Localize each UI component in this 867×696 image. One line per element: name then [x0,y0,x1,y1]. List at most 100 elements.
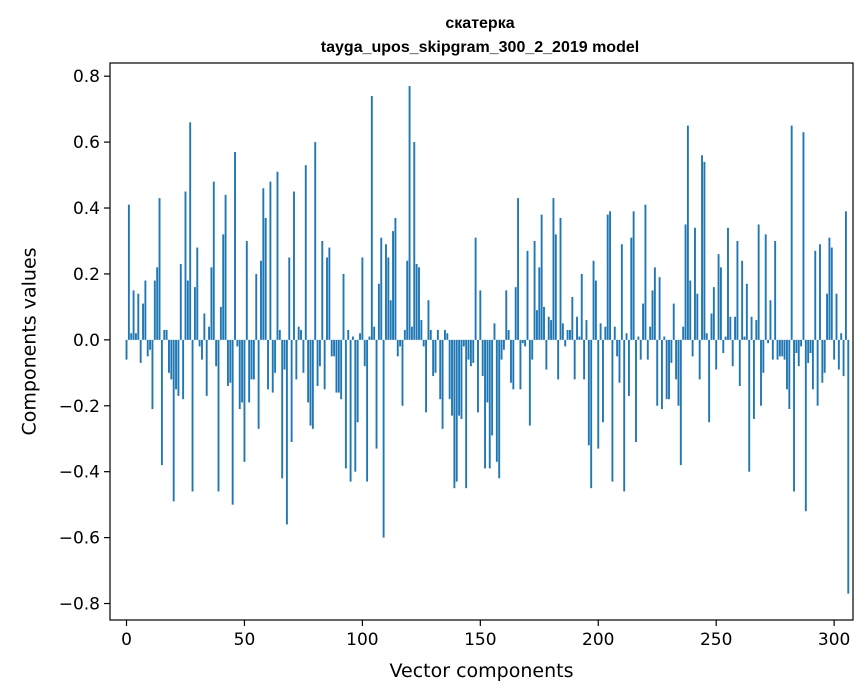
bar-component-189 [571,297,574,340]
bar-component-157 [495,339,498,462]
bar-component-9 [146,339,149,357]
chart-title: скатерка [445,15,514,32]
bar-component-161 [505,290,508,340]
bar-component-12 [153,280,156,340]
bar-component-209 [618,339,621,383]
bar-component-215 [632,211,635,340]
bar-component-55 [255,273,258,340]
bar-component-46 [234,151,236,340]
bar-component-190 [573,339,576,380]
bar-component-122 [413,142,416,340]
bar-component-211 [623,339,626,492]
bar-component-22 [177,339,180,396]
bar-component-81 [316,339,319,386]
bar-component-108 [380,237,383,340]
bar-component-197 [590,339,593,489]
bar-component-294 [819,244,821,340]
bar-component-43 [226,339,229,386]
bar-component-105 [373,326,376,340]
bar-component-80 [314,142,317,340]
bar-component-186 [564,339,567,347]
bar-component-79 [311,339,314,429]
bar-component-156 [493,323,496,340]
bar-component-142 [460,339,463,419]
bar-component-78 [309,339,312,426]
bar-component-205 [609,211,611,340]
bar-component-103 [368,336,371,340]
bar-component-4 [135,333,137,340]
bar-component-42 [224,194,227,340]
chart-subtitle: tayga_upos_skipgram_300_2_2019 model [321,39,639,56]
bar-component-1 [127,204,130,340]
bar-component-271 [764,234,767,340]
bar-component-298 [828,237,831,340]
bar-component-7 [142,303,144,340]
bar-component-91 [340,339,343,400]
bar-component-72 [295,339,298,380]
bar-component-60 [267,339,269,390]
bar-component-217 [637,336,640,340]
bar-component-47 [236,339,239,347]
bar-component-159 [500,339,503,360]
bar-component-52 [248,339,251,403]
bar-component-141 [458,339,461,416]
bar-component-242 [696,293,699,340]
bar-component-170 [526,250,529,340]
bar-component-193 [580,273,583,340]
bar-component-56 [257,339,260,429]
bar-component-288 [804,339,807,512]
bar-component-306 [847,339,850,594]
bar-component-69 [288,257,291,340]
bar-component-233 [675,339,678,380]
bar-component-71 [293,191,295,340]
bar-component-176 [540,214,543,340]
bar-component-181 [552,198,555,340]
bar-component-206 [611,339,614,482]
bar-component-264 [748,339,751,472]
bar-component-36 [210,267,213,340]
y-axis-ticks: −0.8 −0.6 −0.4 −0.2 0.0 0.2 0.4 0.6 0.8 [59,67,110,615]
bar-component-128 [427,300,430,340]
bar-component-172 [531,339,534,360]
bar-component-225 [656,339,659,406]
bar-component-11 [151,339,154,410]
bar-component-100 [361,257,364,340]
bar-component-163 [510,339,512,383]
bar-component-235 [679,339,682,466]
bar-component-267 [755,320,758,340]
bar-component-149 [477,339,479,413]
bar-component-21 [175,339,177,390]
bar-component-287 [802,132,805,340]
bar-component-44 [229,339,232,383]
bar-component-54 [252,339,255,380]
bar-component-139 [453,339,456,489]
bar-component-3 [132,290,135,340]
bar-component-227 [661,339,663,410]
y-tick-label: 0.2 [73,265,100,285]
bar-component-171 [528,339,531,426]
bar-component-253 [722,339,725,354]
bar-component-244 [701,155,703,340]
bar-component-273 [769,300,772,340]
bar-component-155 [491,339,494,436]
bar-component-148 [474,237,477,340]
bar-component-269 [760,339,762,406]
bar-component-255 [727,227,729,340]
bar-component-272 [767,339,770,344]
bar-component-200 [597,339,600,449]
bar-component-280 [786,339,788,390]
bar-component-40 [219,306,222,340]
bar-component-226 [658,277,661,340]
bar-component-182 [554,234,557,340]
bar-component-266 [752,339,755,419]
bar-component-97 [354,339,357,472]
bar-component-214 [630,237,633,340]
bar-component-246 [705,333,708,340]
bar-component-277 [778,339,781,357]
bar-component-247 [708,339,711,423]
bar-component-101 [363,339,366,367]
x-tick-label: 50 [234,630,256,650]
bar-component-125 [420,320,423,340]
bar-component-216 [635,339,637,443]
